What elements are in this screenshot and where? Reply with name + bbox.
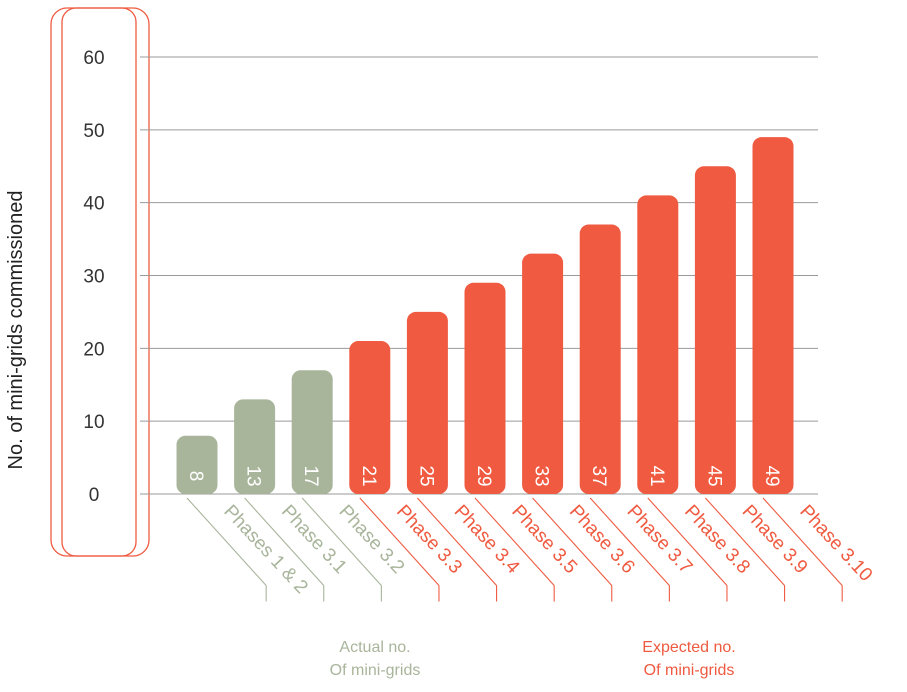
category-leader-line xyxy=(704,497,785,586)
bar xyxy=(464,282,506,494)
bar xyxy=(637,195,679,494)
bar xyxy=(579,224,621,495)
y-tick-labels: 0 10 20 30 40 50 60 xyxy=(83,48,104,506)
value-labels: 8 13 17 21 25 29 33 37 41 45 49 xyxy=(185,465,782,486)
y-tick-label: 60 xyxy=(83,48,104,69)
category-leader-line xyxy=(186,497,267,586)
annotation-actual-line: Of mini-grids xyxy=(330,662,421,679)
bar-value-label: 17 xyxy=(300,465,321,486)
category-label: Phase 3.10 xyxy=(795,501,876,586)
bar-value-label: 29 xyxy=(473,465,494,486)
bar-value-label: 25 xyxy=(415,465,436,486)
bar-value-label: 49 xyxy=(761,465,782,486)
y-tick-label: 50 xyxy=(83,121,104,142)
annotation-actual-line: Actual no. xyxy=(339,639,410,656)
y-tick-label: 20 xyxy=(83,339,104,360)
bar-value-label: 21 xyxy=(358,465,379,486)
bar xyxy=(291,370,333,494)
category-leader-line xyxy=(416,497,497,586)
bar-value-label: 33 xyxy=(531,465,552,486)
annotation-expected-line: Of mini-grids xyxy=(644,662,735,679)
y-axis-label: No. of mini-grids commissioned xyxy=(5,191,27,470)
bar xyxy=(234,399,276,494)
bar xyxy=(406,311,448,494)
category-leader-line xyxy=(589,497,670,586)
bars xyxy=(176,137,794,495)
bar xyxy=(176,435,218,494)
category-leader-line xyxy=(762,497,843,586)
y-axis-frame xyxy=(50,7,150,557)
y-tick-label: 40 xyxy=(83,194,104,215)
category-leader-line xyxy=(532,497,613,586)
bar-value-label: 13 xyxy=(243,465,264,486)
y-tick-label: 30 xyxy=(83,267,104,288)
category-leader-lines xyxy=(186,497,843,602)
bar xyxy=(694,166,736,494)
category-leader-line xyxy=(301,497,382,586)
category-leader-line xyxy=(647,497,728,586)
category-leader-line xyxy=(359,497,440,586)
y-tick-label: 0 xyxy=(89,485,100,506)
bar xyxy=(752,137,794,494)
bar-value-label: 45 xyxy=(703,465,724,486)
category-leader-line xyxy=(474,497,555,586)
annotation-expected-line: Expected no. xyxy=(642,639,735,656)
bar-value-label: 37 xyxy=(588,465,609,486)
bar xyxy=(349,341,391,494)
bar-value-label: 41 xyxy=(646,465,667,486)
y-tick-label: 10 xyxy=(83,412,104,433)
bar xyxy=(522,253,564,494)
bar-value-label: 8 xyxy=(185,471,206,482)
legend-annotations: Actual no. Of mini-grids Expected no. Of mi… xyxy=(330,639,736,679)
y-axis-frame-inner xyxy=(61,7,137,557)
category-leader-line xyxy=(244,497,325,586)
